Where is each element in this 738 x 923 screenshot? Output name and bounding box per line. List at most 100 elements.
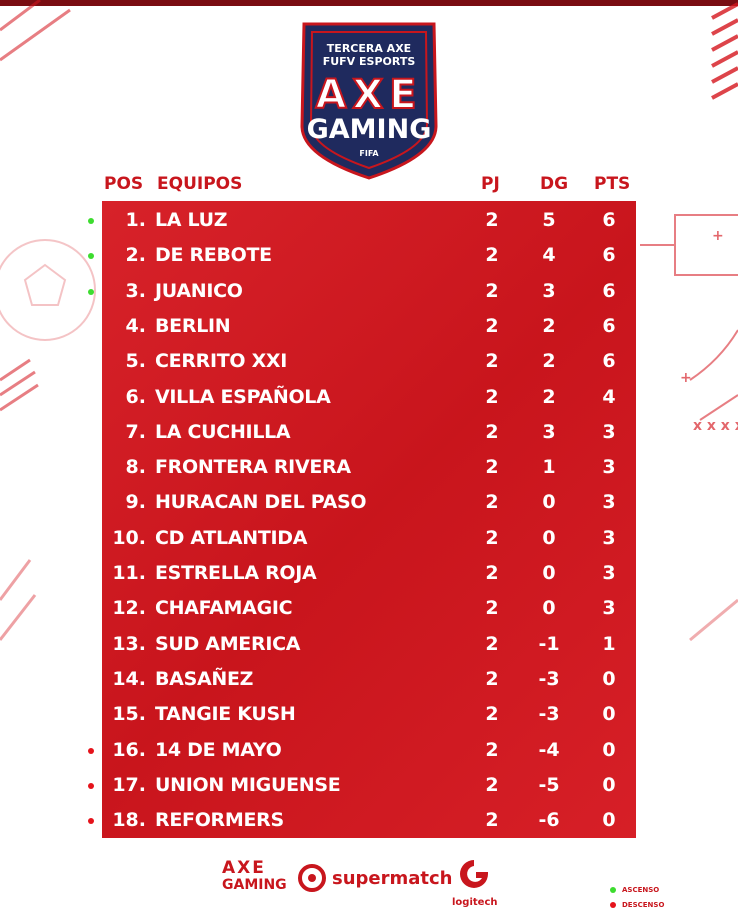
logo-brand: AXE	[315, 72, 422, 118]
cell-pos: 8.	[125, 456, 146, 479]
cell-pj: 2	[485, 314, 499, 337]
cell-pos: 9.	[125, 491, 146, 514]
logitech-text: logitech	[452, 897, 498, 908]
header-pj: PJ	[481, 174, 500, 194]
table-row: 5. CERRITO XXI 2 2 6	[102, 344, 636, 379]
table-row: 12. CHAFAMAGIC 2 0 3	[102, 591, 636, 626]
logo-small: FIFA	[359, 149, 379, 158]
cell-dg: -6	[538, 809, 560, 832]
cell-pos: 14.	[112, 667, 146, 690]
cell-team: BERLIN	[155, 314, 231, 337]
cell-pts: 6	[602, 350, 616, 373]
cell-dg: 2	[542, 314, 556, 337]
cell-pj: 2	[485, 667, 499, 690]
cell-team: LA LUZ	[155, 209, 228, 231]
cell-team: JUANICO	[155, 279, 243, 302]
cell-pos: 11.	[112, 562, 146, 584]
cell-dg: -5	[538, 773, 560, 796]
cell-pos: 17.	[112, 773, 146, 796]
cell-pts: 0	[602, 809, 616, 832]
cell-team: FRONTERA RIVERA	[155, 456, 351, 479]
table-row: 7. LA CUCHILLA 2 3 3	[102, 415, 636, 450]
cell-pj: 2	[485, 385, 499, 408]
supermatch-text: supermatch	[332, 868, 453, 889]
svg-text:x x x x: x x x x	[693, 418, 738, 434]
table-row: 3. JUANICO 2 3 6	[102, 274, 636, 309]
cell-dg: 0	[542, 526, 556, 549]
cell-pj: 2	[485, 703, 499, 726]
cell-dg: 3	[542, 279, 556, 302]
cell-pos: 7.	[125, 420, 146, 443]
cell-dg: 1	[542, 456, 556, 479]
cell-team: TANGIE KUSH	[155, 703, 296, 726]
table-row: 10. CD ATLANTIDA 2 0 3	[102, 521, 636, 556]
cell-dg: 2	[542, 385, 556, 408]
cell-pts: 3	[602, 420, 616, 443]
cell-pts: 0	[602, 703, 616, 726]
cell-dg: -4	[538, 738, 560, 761]
cell-dg: 4	[542, 244, 556, 267]
cell-team: UNION MIGUENSE	[155, 773, 341, 796]
cell-pts: 3	[602, 491, 616, 514]
descenso-dot-icon	[610, 902, 616, 908]
cell-pj: 2	[485, 350, 499, 373]
cell-pts: 1	[602, 632, 616, 655]
cell-pj: 2	[485, 526, 499, 549]
logo-line1: TERCERA AXE	[327, 42, 411, 55]
cell-dg: 0	[542, 597, 556, 620]
cell-dg: -3	[538, 703, 560, 726]
header-pts: PTS	[594, 174, 631, 194]
axe-sponsor-line1: AXE	[222, 858, 266, 878]
header-team: EQUIPOS	[157, 174, 243, 194]
cell-dg: -3	[538, 667, 560, 690]
cell-pts: 3	[602, 562, 616, 584]
cell-dg: 0	[542, 562, 556, 584]
cell-pj: 2	[485, 491, 499, 514]
table-row: 13. SUD AMERICA 2 -1 1	[102, 627, 636, 662]
cell-pos: 15.	[112, 703, 146, 726]
cell-pts: 6	[602, 244, 616, 267]
cell-team: REFORMERS	[155, 809, 284, 832]
cell-dg: 5	[542, 209, 556, 231]
cell-team: DE REBOTE	[155, 244, 272, 267]
table-row: 9. HURACAN DEL PASO 2 0 3	[102, 485, 636, 520]
cell-pts: 3	[602, 456, 616, 479]
cell-dg: -1	[538, 632, 560, 655]
table-row: 1. LA LUZ 2 5 6	[102, 203, 636, 238]
cell-pos: 5.	[125, 350, 146, 373]
cell-pj: 2	[485, 597, 499, 620]
axe-gaming-sponsor-logo: AXE GAMING	[222, 858, 287, 894]
cell-team: ESTRELLA ROJA	[155, 562, 317, 584]
ascenso-dot-icon	[88, 218, 94, 224]
cell-pj: 2	[485, 209, 499, 231]
svg-text:+: +	[712, 228, 724, 244]
cell-pts: 0	[602, 773, 616, 796]
table-header: POS EQUIPOS PJ DG PTS	[0, 174, 738, 198]
cell-team: CHAFAMAGIC	[155, 597, 293, 620]
cell-pos: 13.	[112, 632, 146, 655]
cell-pj: 2	[485, 244, 499, 267]
cell-pts: 0	[602, 738, 616, 761]
cell-pos: 18.	[112, 809, 146, 832]
cell-pos: 4.	[125, 314, 146, 337]
cell-team: VILLA ESPAÑOLA	[155, 385, 331, 408]
cell-pts: 0	[602, 667, 616, 690]
cell-pj: 2	[485, 773, 499, 796]
cell-pos: 10.	[112, 526, 146, 549]
cell-pos: 16.	[112, 738, 146, 761]
logo-sub: GAMING	[307, 114, 432, 145]
logitech-g-icon	[460, 860, 488, 888]
standings-table: 1. LA LUZ 2 5 6 2. DE REBOTE 2 4 6 3. JUANICO 2 3 6 4. B…	[102, 201, 636, 838]
descenso-dot-icon	[88, 747, 94, 754]
logo-line2: FUFV ESPORTS	[323, 55, 416, 68]
table-row: 11. ESTRELLA ROJA 2 0 3	[102, 556, 636, 591]
table-row: 15. TANGIE KUSH 2 -3 0	[102, 697, 636, 732]
cell-pj: 2	[485, 279, 499, 302]
cell-pj: 2	[485, 456, 499, 479]
cell-pos: 6.	[125, 385, 146, 408]
ascenso-dot-icon	[88, 253, 94, 260]
cell-pj: 2	[485, 809, 499, 832]
cell-pos: 3.	[125, 279, 146, 302]
cell-pos: 1.	[125, 209, 146, 231]
table-row: 8. FRONTERA RIVERA 2 1 3	[102, 450, 636, 485]
